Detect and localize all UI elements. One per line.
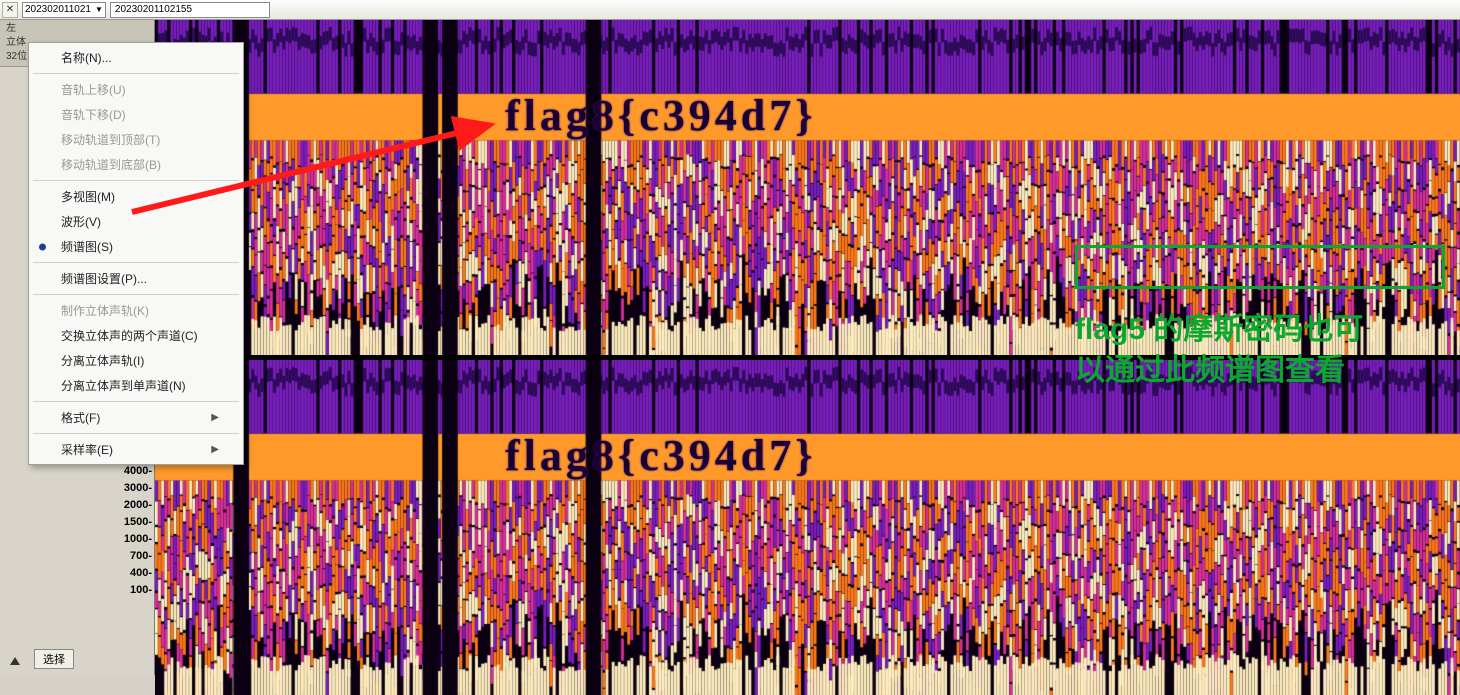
select-button[interactable]: 选择: [34, 649, 74, 669]
freq-tick: 1000-: [90, 534, 152, 545]
chevron-right-icon: ▶: [211, 412, 219, 423]
toolbar: ✕ 202302011021 ▼ 20230201102155: [0, 0, 1460, 20]
chevron-right-icon: ▶: [211, 444, 219, 455]
spectrogram-channel-top: [155, 20, 1460, 355]
menu-separator: [33, 73, 239, 74]
menu-separator: [33, 294, 239, 295]
menu-item[interactable]: 格式(F)▶: [29, 405, 243, 430]
menu-item[interactable]: 波形(V): [29, 209, 243, 234]
menu-item[interactable]: 频谱图(S): [29, 234, 243, 259]
spectrogram-channel-bottom: [155, 360, 1460, 695]
menu-item: 制作立体声轨(K): [29, 298, 243, 323]
track-name-dropdown[interactable]: 202302011021 ▼: [22, 2, 106, 18]
collapse-icon[interactable]: [10, 657, 20, 665]
workspace: 左 立体 32位 10000-8000-6000-4000-3000-2000-…: [0, 20, 1460, 675]
track-close-button[interactable]: ✕: [2, 2, 18, 18]
chevron-down-icon: ▼: [95, 5, 103, 14]
menu-item[interactable]: 分离立体声轨(I): [29, 348, 243, 373]
spectrogram-area[interactable]: flag8{c394d7} flag8{c394d7}: [155, 20, 1460, 675]
menu-item[interactable]: 多视图(M): [29, 184, 243, 209]
freq-tick: 400-: [90, 568, 152, 579]
menu-separator: [33, 433, 239, 434]
menu-item[interactable]: 交换立体声的两个声道(C): [29, 323, 243, 348]
menu-separator: [33, 262, 239, 263]
freq-tick: 3000-: [90, 483, 152, 494]
freq-tick: 700-: [90, 551, 152, 562]
menu-item: 移动轨道到顶部(T): [29, 127, 243, 152]
menu-item[interactable]: 名称(N)...: [29, 45, 243, 70]
menu-item[interactable]: 分离立体声到单声道(N): [29, 373, 243, 398]
menu-item: 移动轨道到底部(B): [29, 152, 243, 177]
track-name-value: 202302011021: [25, 4, 91, 15]
menu-item[interactable]: 采样率(E)▶: [29, 437, 243, 462]
menu-item: 音轨下移(D): [29, 102, 243, 127]
freq-tick: 4000-: [90, 466, 152, 477]
menu-separator: [33, 180, 239, 181]
freq-tick: 2000-: [90, 500, 152, 511]
track-channel-label: 左: [6, 22, 148, 36]
menu-item: 音轨上移(U): [29, 77, 243, 102]
menu-separator: [33, 401, 239, 402]
track-context-menu: 名称(N)... 音轨上移(U)音轨下移(D)移动轨道到顶部(T)移动轨道到底部(…: [28, 42, 244, 465]
menu-item[interactable]: 频谱图设置(P)...: [29, 266, 243, 291]
timestamp-field[interactable]: 20230201102155: [110, 2, 270, 18]
freq-tick: 100-: [90, 585, 152, 596]
freq-tick: 1500-: [90, 517, 152, 528]
